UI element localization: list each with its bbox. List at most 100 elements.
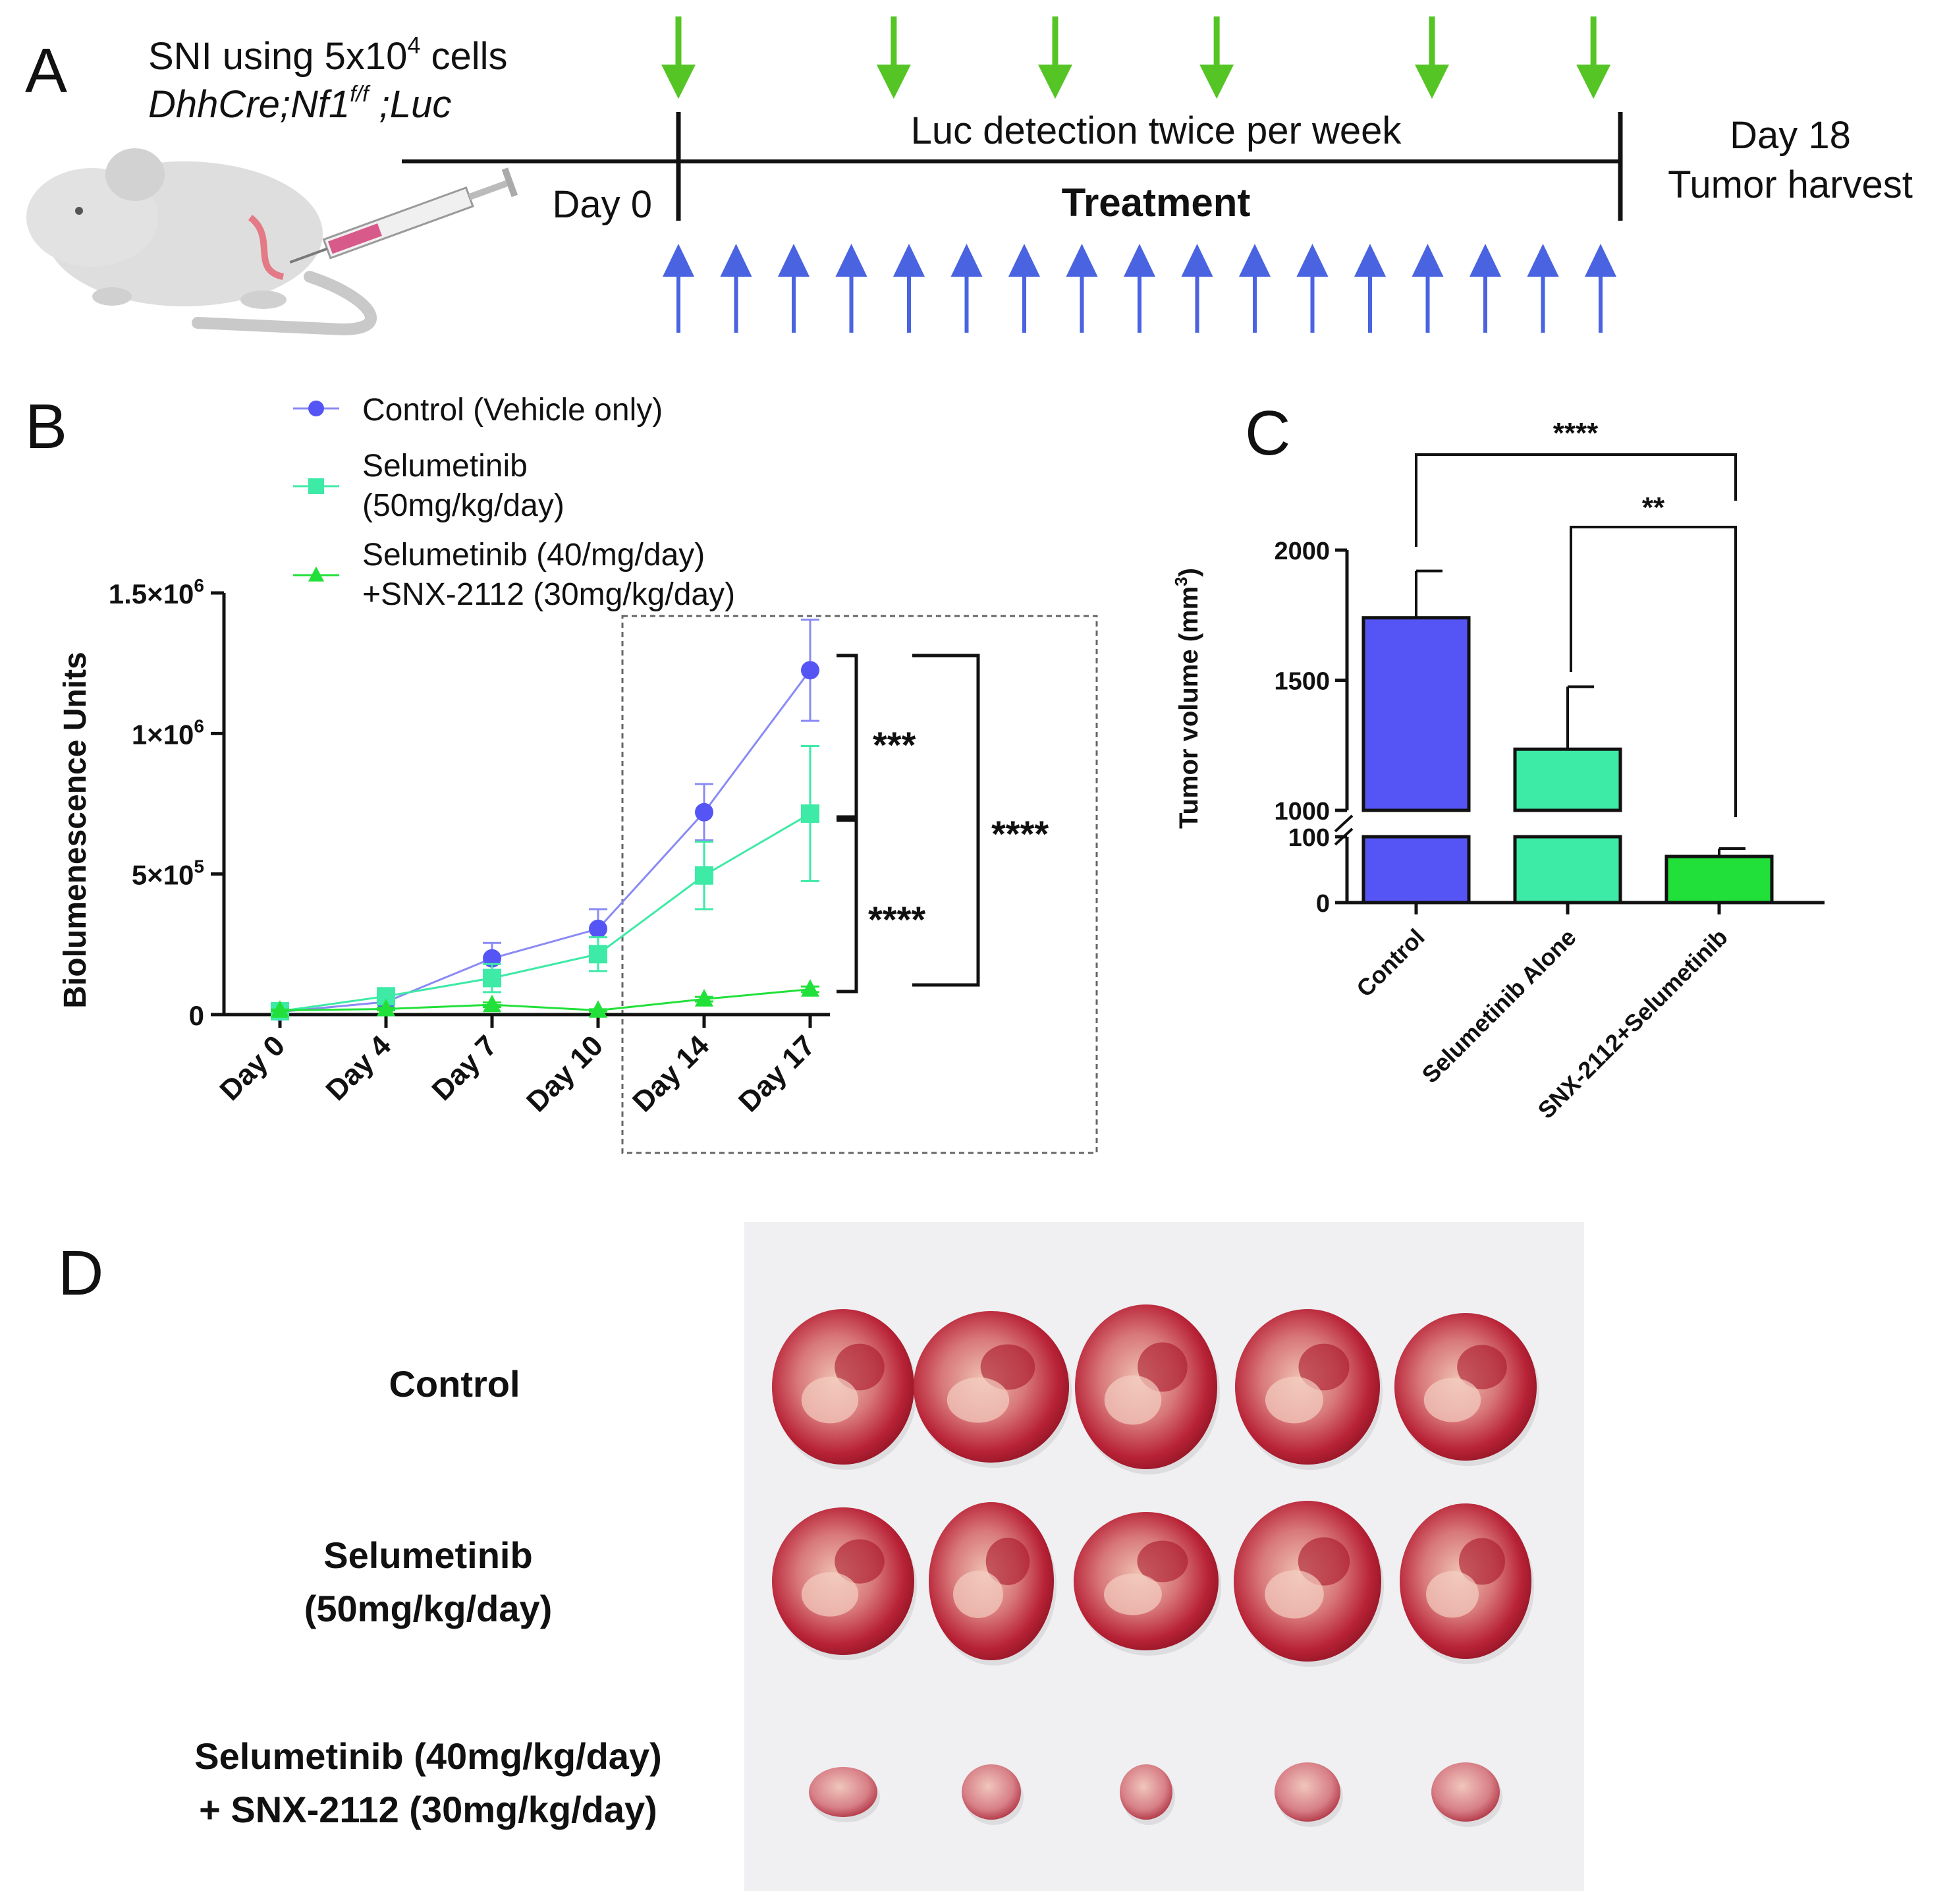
tumor-body (1275, 1762, 1340, 1822)
tumor-row (772, 1304, 1539, 1474)
panel-letter-c: C (1245, 398, 1290, 468)
y-tick-label: 2000 (1274, 538, 1330, 565)
tumor-light-patch (1104, 1573, 1162, 1615)
photo-row-label-control: Control (158, 1357, 751, 1411)
dose-arrow-head (1008, 244, 1040, 277)
genotype-label: DhhCre;Nf1f/f ;Luc (148, 82, 451, 126)
data-point (801, 661, 819, 680)
dose-arrow-head (1066, 244, 1098, 277)
bracket-line (1570, 526, 1737, 817)
tumor-light-patch (1104, 1375, 1162, 1425)
tumor-row (809, 1762, 1502, 1827)
treatment-dose-arrow (1296, 244, 1329, 333)
panel-letter-d: D (58, 1238, 103, 1308)
panel-letter-a: A (25, 36, 67, 106)
dose-arrow-head (893, 244, 925, 277)
y-axis-label-sup: 3 (1171, 576, 1191, 586)
treatment-label: Treatment (1062, 181, 1251, 225)
tumor-specimen (1074, 1512, 1221, 1656)
luc-detection-arrow (1415, 16, 1449, 99)
tumor-dark-patch (1298, 1343, 1350, 1391)
significance-bracket: **** (1415, 417, 1737, 547)
bracket-line (912, 654, 980, 987)
dose-arrow-head (778, 244, 810, 277)
tumor-light-patch (1265, 1376, 1323, 1424)
tumor-specimen (1234, 1501, 1384, 1667)
bar-upper (1513, 747, 1622, 812)
luc-arrow-head (876, 65, 911, 99)
tumor-light-patch (1265, 1570, 1324, 1619)
treatment-dose-arrow (950, 244, 983, 333)
significance-label: **** (991, 813, 1049, 854)
legend-marker (308, 566, 324, 582)
x-tick-label: Selumetinib Alone (1417, 924, 1581, 1088)
dose-arrow-head (663, 244, 694, 277)
data-point (695, 866, 713, 885)
y-tick-label-exponent: 6 (194, 575, 204, 596)
tumor-specimen (962, 1764, 1024, 1825)
tumor-specimen (914, 1311, 1072, 1468)
dose-arrow-head (1412, 244, 1444, 277)
tumor-light-patch (1426, 1571, 1479, 1618)
significance-label: **** (1553, 417, 1599, 449)
tumor-light-patch (801, 1572, 859, 1617)
tumor-specimen (809, 1767, 880, 1822)
luc-detection-label: Luc detection twice per week (911, 109, 1402, 152)
data-point (483, 968, 501, 988)
x-tick-label: Day 4 (319, 1029, 397, 1107)
tumor-dark-patch (1457, 1345, 1507, 1389)
treatment-dose-arrow (1412, 244, 1444, 333)
tumor-body (1431, 1762, 1500, 1822)
treatment-dose-arrow (1585, 244, 1616, 333)
y-tick-label: 1.5×106 (109, 575, 204, 609)
significance-bracket: **** (837, 818, 925, 994)
series-2 (271, 979, 819, 1018)
tumor-dark-patch (835, 1539, 885, 1584)
tumor-specimen (772, 1309, 917, 1470)
y-tick-label-base: 5×10 (132, 860, 194, 891)
bar-group: Control (1351, 569, 1471, 1002)
treatment-dose-arrow (893, 244, 925, 333)
photo-row-label-selumetinib-line1: Selumetinib (323, 1534, 533, 1576)
sni-label-suffix: cells (420, 35, 507, 78)
mouse-paw-front (92, 287, 132, 306)
luc-detection-arrow (1199, 16, 1234, 99)
tumor-specimen (1120, 1764, 1175, 1825)
y-tick-label: 5×105 (132, 856, 204, 891)
y-tick-label: 1000 (1274, 798, 1330, 826)
tumor-light-patch (947, 1377, 1010, 1423)
x-tick-label: Day 14 (626, 1029, 715, 1118)
tumor-dark-patch (985, 1538, 1030, 1585)
data-point (271, 1000, 289, 1018)
data-point (801, 804, 819, 823)
tumor-photo (772, 1304, 1539, 1827)
luc-detection-arrows (661, 16, 1611, 99)
treatment-dose-arrow (720, 244, 752, 333)
bar-upper (1361, 616, 1471, 812)
data-point (589, 919, 607, 938)
syringe (289, 167, 518, 264)
tumor-light-patch (953, 1571, 1003, 1618)
legend-marker (308, 478, 324, 494)
y-tick-label: 1×106 (132, 715, 204, 750)
x-tick-label: Day 7 (426, 1029, 503, 1107)
significance-bracket: *** (837, 654, 916, 819)
mouse-eye (75, 207, 83, 215)
photo-row-label-control-line1: Control (389, 1363, 520, 1405)
treatment-dose-arrow (1008, 244, 1040, 333)
x-tick-label: Control (1351, 924, 1429, 1002)
y-tick-label: 100 (1288, 824, 1330, 852)
legend-label: Selumetinib (40/mg/day) (362, 538, 705, 573)
data-point (377, 999, 395, 1017)
y-tick-label-exponent: 6 (194, 715, 204, 736)
series-line (279, 812, 811, 1013)
axis-break-mark (1334, 814, 1354, 833)
photo-row-label-combo-line2: + SNX-2112 (30mg/kg/day) (199, 1789, 657, 1831)
y-tick-label-exponent: 5 (194, 856, 204, 877)
significance-label: ** (1642, 491, 1665, 524)
dose-arrow-head (1354, 244, 1386, 277)
significance-label: **** (868, 899, 925, 940)
y-tick-label: 0 (1316, 890, 1330, 918)
tumor-specimen (1075, 1304, 1220, 1474)
series-0 (271, 619, 819, 1021)
